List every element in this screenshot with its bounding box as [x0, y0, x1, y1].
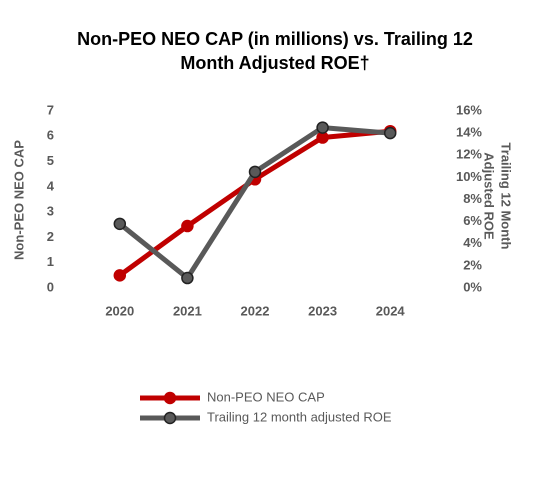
x-tick-label: 2020 [105, 303, 134, 318]
y2-tick-label: 10% [456, 169, 482, 184]
y2-tick-label: 4% [463, 235, 482, 250]
x-tick-label: 2022 [241, 303, 270, 318]
y-tick-label: 7 [47, 102, 54, 117]
legend-marker [163, 391, 177, 405]
y2-tick-label: 8% [463, 191, 482, 206]
point-marker [113, 269, 127, 282]
x-tick-label: 2021 [173, 303, 202, 318]
y-tick-label: 6 [47, 128, 54, 143]
y2-tick-label: 6% [463, 213, 482, 228]
y2-tick-label: 2% [463, 257, 482, 272]
y2-tick-label: 16% [456, 102, 482, 117]
series-line [118, 125, 391, 281]
y2-tick-label: 0% [463, 279, 482, 294]
point-marker [316, 121, 329, 134]
point-marker [383, 126, 397, 140]
legend-label: Non-PEO NEO CAP [207, 389, 325, 404]
y2-axis-title: Adjusted ROE [482, 152, 497, 240]
y-tick-label: 0 [47, 279, 54, 294]
point-marker [248, 165, 262, 179]
y-tick-label: 3 [47, 204, 54, 219]
point-marker [113, 217, 127, 231]
x-tick-label: 2023 [308, 303, 337, 318]
y-tick-label: 2 [47, 229, 54, 244]
y2-tick-label: 12% [456, 147, 482, 162]
point-marker [181, 219, 194, 233]
chart-title: Month Adjusted ROE† [180, 53, 369, 73]
y2-tick-label: 14% [456, 125, 482, 140]
y-tick-label: 1 [47, 254, 54, 269]
y-axis-title: Non-PEO NEO CAP [11, 140, 26, 260]
y-tick-label: 5 [47, 153, 54, 168]
x-tick-label: 2024 [376, 303, 406, 318]
legend-marker [163, 411, 177, 425]
y2-axis-title: Trailing 12 Month [499, 143, 514, 250]
point-marker [181, 271, 194, 285]
y-tick-label: 4 [47, 178, 55, 193]
legend-label: Trailing 12 month adjusted ROE [207, 409, 392, 424]
chart-title: Non-PEO NEO CAP (in millions) vs. Traili… [77, 29, 473, 49]
